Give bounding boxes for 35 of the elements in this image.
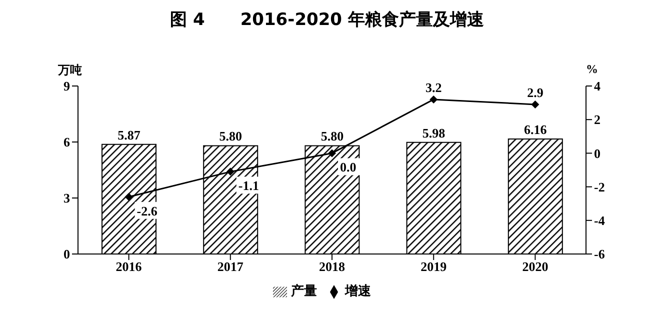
point: [328, 149, 336, 158]
text: 3.2: [425, 80, 442, 95]
y-axis-title: 万吨: [58, 62, 82, 79]
y-tick-label: 6: [64, 134, 70, 150]
chart-title: 图 4 2016-2020 年粮食产量及增速: [169, 9, 485, 32]
text: 5.80: [219, 128, 242, 144]
text: 6.16: [524, 122, 547, 138]
y-tick-label: 0: [64, 246, 70, 262]
y-tick-label: 3: [64, 190, 70, 206]
text: 5.98: [422, 125, 446, 140]
y2-tick-label: -2: [594, 179, 605, 194]
text: -1.1: [238, 178, 259, 194]
text: 0.0: [340, 160, 356, 175]
text: 5.87: [118, 127, 140, 142]
y2-tick-label: 4: [594, 78, 601, 94]
point: [531, 100, 540, 108]
point: [124, 192, 133, 201]
text: 5.80: [320, 128, 344, 144]
point: [430, 95, 438, 104]
x-tick-label: 2017: [217, 259, 244, 274]
x-tick-label: 2020: [522, 259, 548, 274]
y2-tick-label: -4: [594, 213, 606, 228]
y-tick-label: 9: [64, 78, 70, 94]
text: -2.6: [136, 203, 158, 218]
y2-tick-label: 2: [594, 112, 600, 128]
y2-axis-title: %: [586, 62, 598, 77]
x-tick-label: 2016: [116, 259, 142, 274]
x-tick-label: 2018: [319, 259, 346, 274]
legend-label: 增速: [345, 283, 371, 298]
legend-label: 产量: [291, 283, 317, 298]
y2-tick-label: 0: [594, 146, 600, 161]
text: 2.9: [527, 84, 544, 100]
x-tick-label: 2019: [420, 259, 448, 274]
y2-tick-label: -6: [594, 246, 606, 262]
point: [226, 168, 234, 176]
